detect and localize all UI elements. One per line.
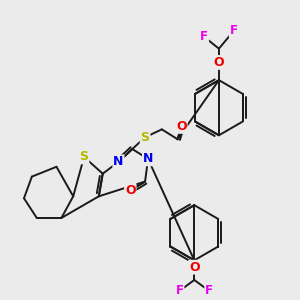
Text: O: O (189, 261, 200, 274)
Text: O: O (125, 184, 136, 197)
Text: N: N (143, 152, 153, 165)
Text: F: F (200, 30, 208, 43)
Text: O: O (176, 120, 187, 133)
Text: F: F (176, 284, 184, 297)
Text: N: N (113, 155, 124, 168)
Text: F: F (205, 284, 213, 297)
Text: S: S (80, 150, 88, 164)
Text: O: O (214, 56, 224, 69)
Text: S: S (141, 131, 150, 144)
Text: F: F (230, 24, 238, 38)
